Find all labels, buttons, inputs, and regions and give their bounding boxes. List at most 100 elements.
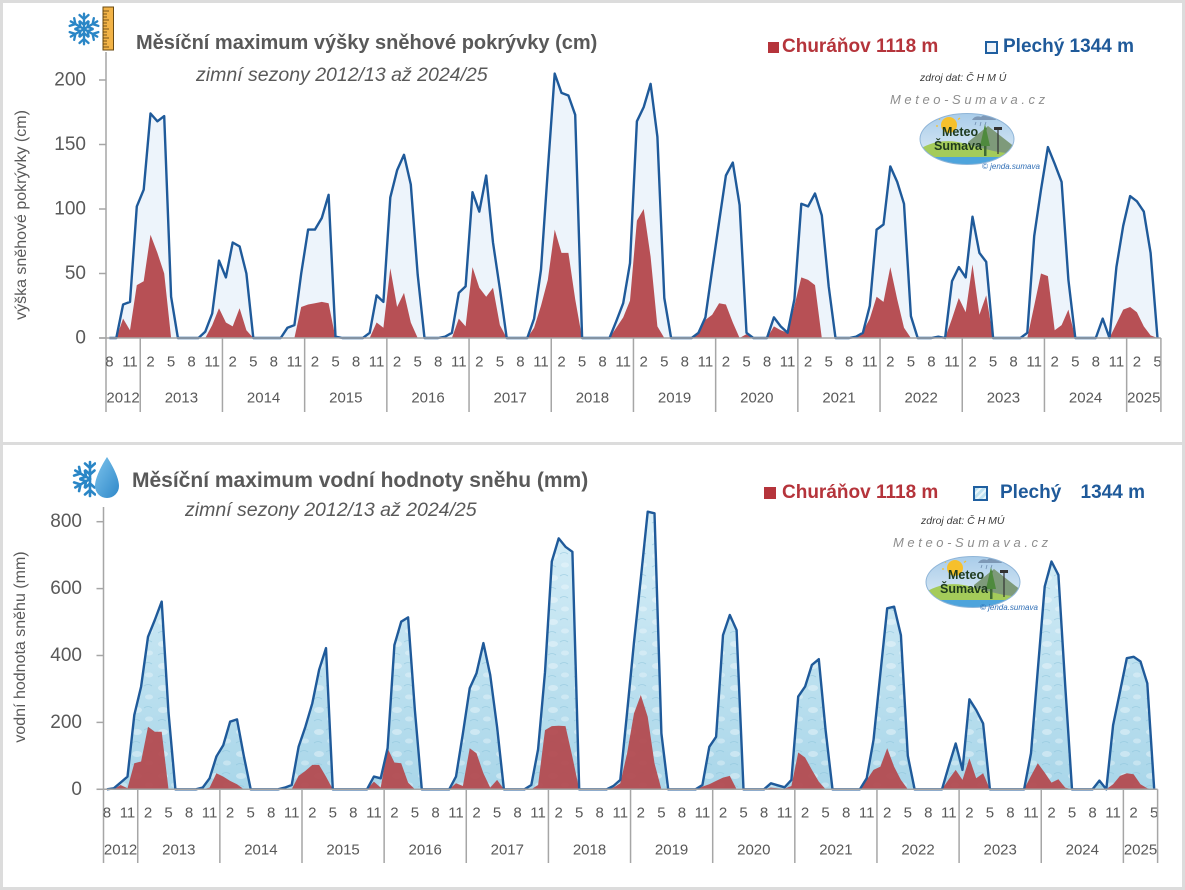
logo-text-line2: Šumava bbox=[940, 581, 989, 596]
x-year-label: 2025 bbox=[1124, 842, 1157, 859]
x-year-label: 2024 bbox=[1069, 390, 1102, 407]
water-drop-icon bbox=[95, 457, 119, 498]
x-month-label: 2 bbox=[475, 354, 483, 371]
data-source: zdroj dat: Č H M Ú bbox=[920, 72, 1007, 84]
site-watermark: Meteo-Sumava.cz bbox=[893, 535, 1052, 550]
x-month-label: 11 bbox=[941, 805, 957, 822]
x-month-label: 8 bbox=[678, 805, 686, 822]
x-month-label: 5 bbox=[907, 354, 915, 371]
x-month-label: 8 bbox=[596, 805, 604, 822]
x-month-label: 2 bbox=[311, 354, 319, 371]
x-year-label: 2025 bbox=[1127, 390, 1160, 407]
x-month-label: 8 bbox=[1009, 354, 1017, 371]
x-month-label: 11 bbox=[533, 354, 549, 371]
x-month-label: 5 bbox=[904, 805, 912, 822]
x-month-label: 11 bbox=[451, 354, 467, 371]
legend-churanov: Churáňov 1118 m bbox=[782, 481, 938, 505]
y-tick-label: 0 bbox=[75, 328, 86, 349]
x-month-label: 2 bbox=[146, 354, 154, 371]
x-month-label: 11 bbox=[1109, 354, 1125, 371]
cloud-icon bbox=[978, 558, 1002, 563]
chart-title: Měsíční maximum vodní hodnoty sněhu (mm) bbox=[132, 469, 589, 492]
x-year-label: 2019 bbox=[655, 842, 688, 859]
chart-subtitle: zimní sezony 2012/13 až 2024/25 bbox=[185, 499, 477, 521]
x-month-label: 8 bbox=[760, 805, 768, 822]
chart-title: Měsíční maximum výšky sněhové pokrývky (… bbox=[136, 32, 598, 54]
x-year-label: 2012 bbox=[104, 842, 137, 859]
area-plechy-texture bbox=[106, 511, 1155, 790]
legend-swatch-plechy bbox=[985, 41, 998, 54]
logo-credit: © jenda.sumava bbox=[980, 603, 1038, 612]
x-month-label: 2 bbox=[1051, 354, 1059, 371]
legend-station: Plechý bbox=[1003, 36, 1065, 57]
x-month-label: 5 bbox=[1071, 354, 1079, 371]
x-year-label: 2018 bbox=[576, 390, 609, 407]
x-month-label: 5 bbox=[493, 805, 501, 822]
y-tick-label: 400 bbox=[50, 645, 82, 666]
x-month-label: 5 bbox=[739, 805, 747, 822]
x-month-label: 5 bbox=[1153, 354, 1161, 371]
x-month-label: 5 bbox=[247, 805, 255, 822]
x-month-label: 2 bbox=[801, 805, 809, 822]
x-month-label: 11 bbox=[780, 354, 796, 371]
x-month-label: 2 bbox=[804, 354, 812, 371]
x-month-label: 2 bbox=[968, 354, 976, 371]
x-year-label: 2012 bbox=[106, 390, 139, 407]
x-month-label: 5 bbox=[249, 354, 257, 371]
x-year-label: 2021 bbox=[819, 842, 852, 859]
logo-text-line1: Meteo bbox=[948, 568, 984, 582]
sun-icon bbox=[947, 560, 963, 576]
x-year-label: 2018 bbox=[573, 842, 606, 859]
x-month-label: 8 bbox=[1088, 805, 1096, 822]
y-tick-label: 800 bbox=[50, 511, 82, 532]
meteo-sumava-logo: Meteo Šumava bbox=[919, 113, 1015, 165]
y-tick-label: 200 bbox=[50, 712, 82, 733]
x-month-label: 5 bbox=[331, 354, 339, 371]
x-month-label: 8 bbox=[267, 805, 275, 822]
x-month-label: 8 bbox=[270, 354, 278, 371]
x-month-label: 11 bbox=[613, 805, 629, 822]
x-month-label: 8 bbox=[924, 805, 932, 822]
x-month-label: 11 bbox=[287, 354, 303, 371]
x-month-label: 11 bbox=[366, 805, 382, 822]
x-year-label: 2023 bbox=[984, 842, 1017, 859]
x-month-label: 2 bbox=[965, 805, 973, 822]
x-month-label: 5 bbox=[578, 354, 586, 371]
x-year-label: 2017 bbox=[491, 842, 524, 859]
x-month-label: 11 bbox=[369, 354, 385, 371]
x-month-label: 5 bbox=[164, 805, 172, 822]
x-month-label: 2 bbox=[226, 805, 234, 822]
x-year-label: 2013 bbox=[162, 842, 195, 859]
x-month-label: 8 bbox=[349, 805, 357, 822]
x-month-label: 8 bbox=[927, 354, 935, 371]
x-month-label: 5 bbox=[821, 805, 829, 822]
x-month-label: 8 bbox=[842, 805, 850, 822]
logo-text-line1: Meteo bbox=[942, 125, 978, 139]
x-month-label: 11 bbox=[862, 354, 878, 371]
legend-swatch-churanov bbox=[768, 42, 779, 53]
x-month-label: 8 bbox=[845, 354, 853, 371]
line-plechy bbox=[109, 72, 1159, 340]
legend-swatch-churanov bbox=[764, 487, 776, 499]
x-month-label: 5 bbox=[989, 354, 997, 371]
sun-icon bbox=[941, 117, 957, 133]
x-month-label: 5 bbox=[1068, 805, 1076, 822]
x-month-label: 8 bbox=[516, 354, 524, 371]
x-month-label: 11 bbox=[530, 805, 546, 822]
x-month-label: 11 bbox=[859, 805, 875, 822]
x-year-label: 2015 bbox=[329, 390, 362, 407]
x-month-label: 5 bbox=[660, 354, 668, 371]
legend-station: Churáňov bbox=[782, 482, 871, 503]
y-tick-label: 50 bbox=[65, 263, 86, 284]
legend-churanov: Churáňov 1118 m bbox=[782, 35, 938, 59]
logo-text-line2: Šumava bbox=[934, 138, 983, 153]
x-month-label: 2 bbox=[719, 805, 727, 822]
y-tick-label: 0 bbox=[71, 779, 82, 800]
x-month-label: 2 bbox=[1133, 354, 1141, 371]
legend-plechy: Plechý 1344 m bbox=[1003, 35, 1134, 59]
legend-altitude: 1344 m bbox=[1080, 482, 1145, 503]
logo-credit: © jenda.sumava bbox=[982, 162, 1040, 171]
x-month-label: 2 bbox=[1129, 805, 1137, 822]
